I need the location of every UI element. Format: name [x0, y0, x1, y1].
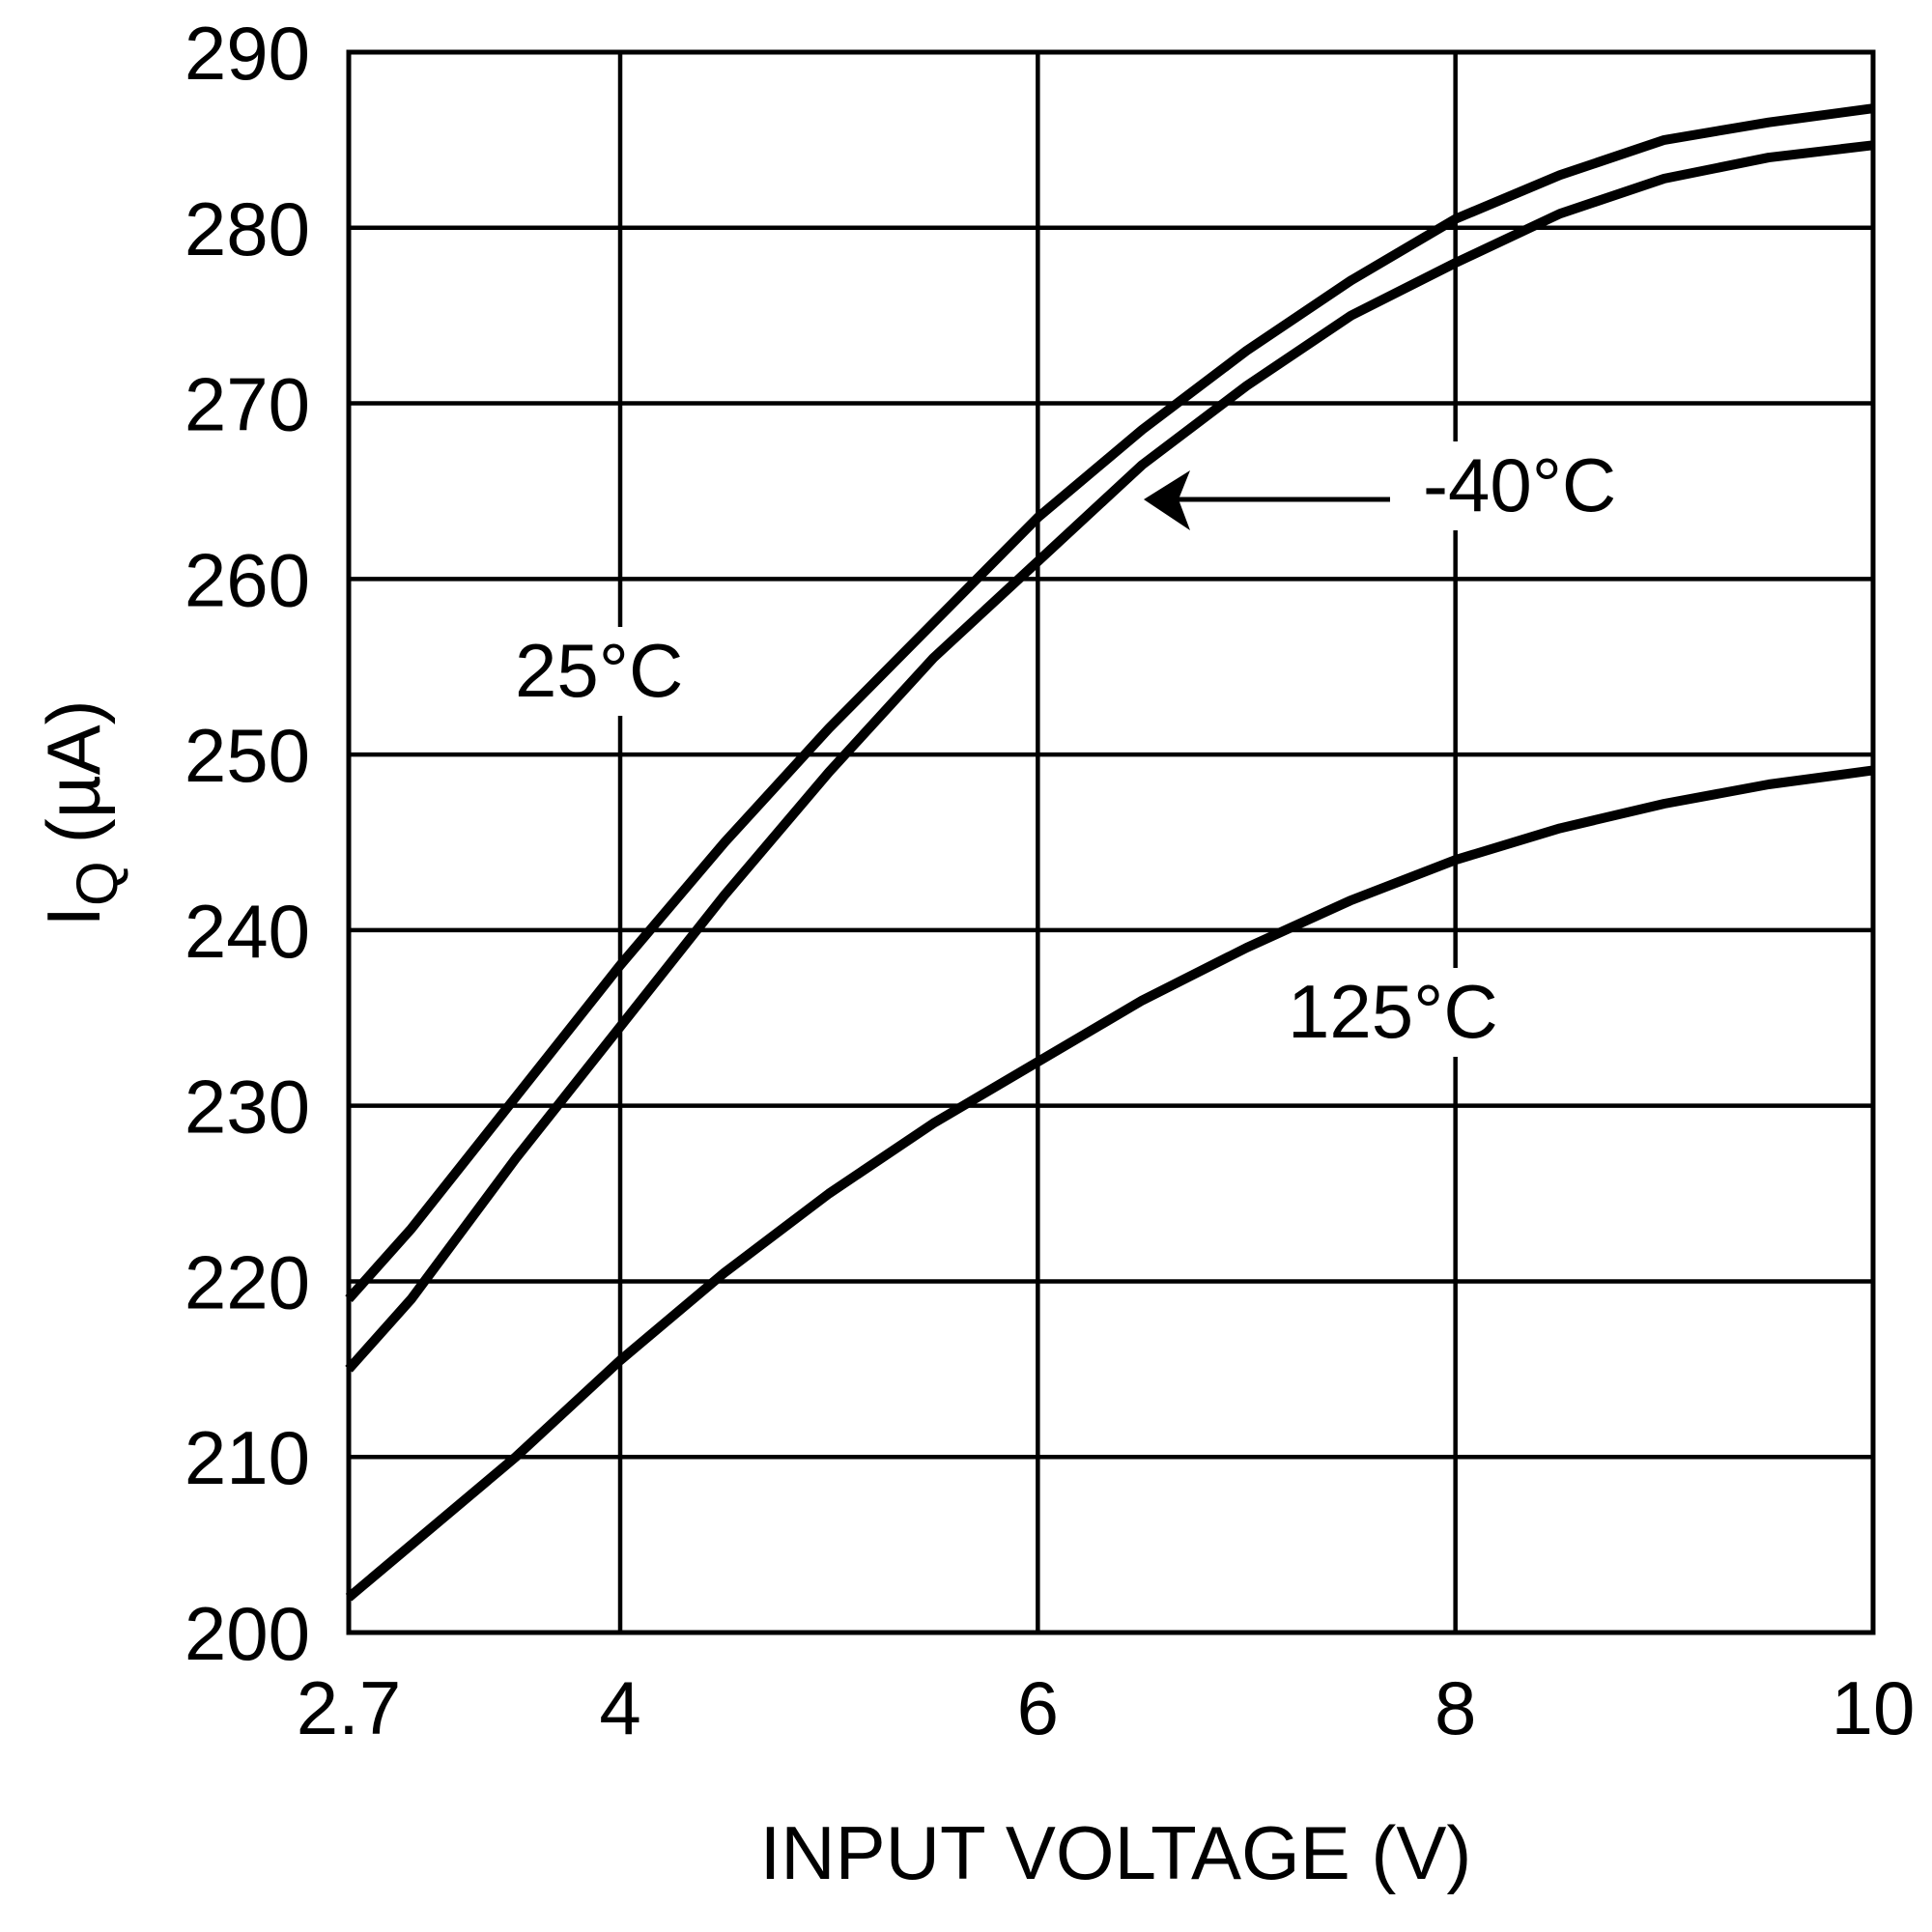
x-tick-label: 6	[1017, 1665, 1059, 1750]
y-tick-label: 290	[185, 11, 310, 96]
y-tick-label: 230	[185, 1065, 310, 1150]
annotation-arrowhead	[1144, 470, 1190, 530]
label-backing	[1415, 441, 1618, 530]
y-tick-label: 280	[185, 186, 310, 271]
series-line	[345, 103, 1874, 1302]
plot-frame	[346, 49, 1876, 1635]
x-tick-label: 4	[599, 1665, 640, 1750]
x-tick-label: 8	[1435, 1665, 1476, 1750]
y-axis-label-sub: Q	[65, 861, 129, 906]
y-tick-label: 220	[185, 1239, 310, 1324]
series-line	[345, 140, 1874, 1373]
x-axis-label: INPUT VOLTAGE (V)	[760, 1810, 1472, 1895]
y-tick-label: 260	[185, 537, 310, 622]
y-tick-label: 200	[185, 1591, 310, 1676]
y-tick-label: 210	[185, 1415, 310, 1500]
label-backing	[507, 627, 710, 716]
y-axis-label: IQ (µA)	[31, 699, 129, 926]
series-label: 125°C	[1288, 969, 1498, 1054]
x-tick-label: 2.7	[297, 1665, 401, 1750]
y-tick-label: 270	[185, 362, 310, 447]
series-label: -40°C	[1423, 442, 1616, 527]
y-axis-label-unit: (µA)	[31, 699, 116, 843]
x-tick-label: 10	[1832, 1665, 1916, 1750]
y-tick-label: 240	[185, 889, 310, 974]
y-axis-label-main: I	[31, 906, 116, 927]
series-label: 25°C	[515, 628, 683, 713]
label-backing	[1280, 968, 1483, 1057]
y-tick-label: 250	[185, 713, 310, 798]
series-line	[345, 765, 1874, 1602]
